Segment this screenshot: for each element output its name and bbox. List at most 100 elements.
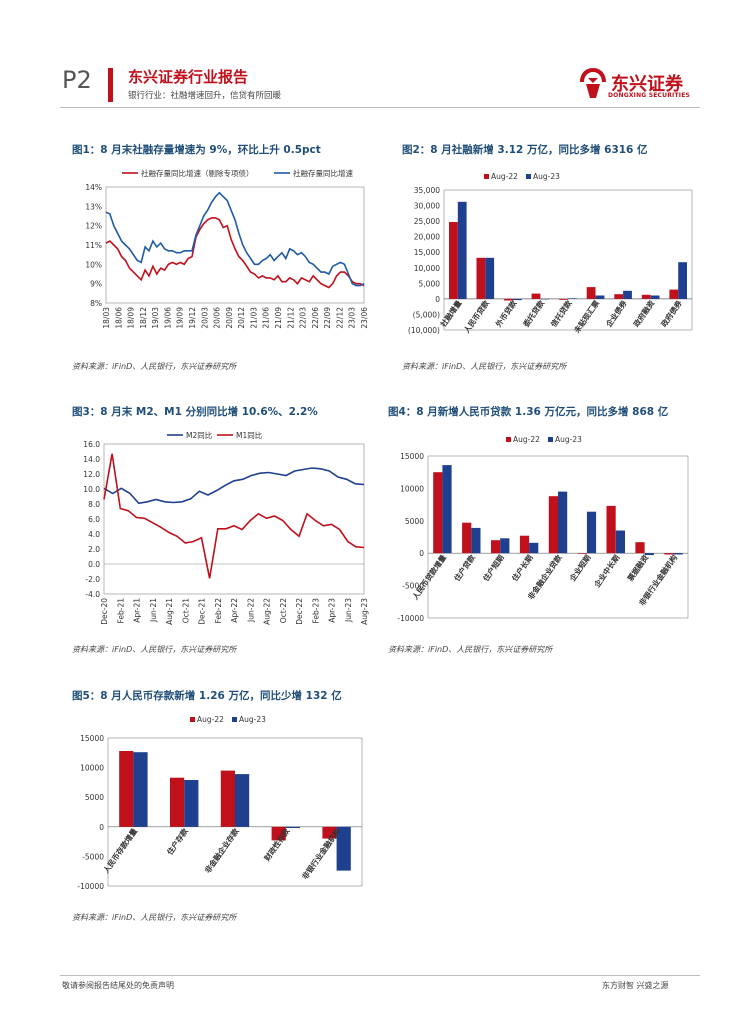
y-tick-label: 15000 bbox=[400, 452, 424, 461]
y-tick-label: 10.0 bbox=[83, 485, 100, 494]
legend-swatch bbox=[506, 437, 511, 442]
legend-swatch bbox=[190, 717, 195, 722]
bar-aug-23 bbox=[678, 262, 687, 299]
x-tick-label: Apr-21 bbox=[133, 598, 142, 623]
category-label: 信托贷款 bbox=[548, 298, 574, 329]
bar-aug-22 bbox=[322, 826, 337, 839]
x-tick-label: Oct-21 bbox=[181, 598, 190, 623]
bar-aug-23 bbox=[623, 290, 632, 299]
legend-label: Aug-23 bbox=[239, 715, 266, 724]
legend-label: 社融存量同比增速（剔除专项债） bbox=[141, 168, 254, 178]
x-tick-label: 22/06 bbox=[311, 307, 320, 329]
bar-aug-22 bbox=[586, 287, 596, 299]
y-tick-label: 10% bbox=[85, 260, 102, 269]
series-line-1 bbox=[103, 467, 365, 505]
x-tick-label: Apr-23 bbox=[328, 598, 337, 623]
bar-aug-22 bbox=[491, 540, 501, 554]
x-tick-label: 19/03 bbox=[151, 307, 160, 329]
x-tick-label: 23/03 bbox=[348, 307, 357, 329]
y-tick-label: 30,000 bbox=[414, 202, 440, 211]
x-tick-label: Apr-22 bbox=[230, 598, 239, 623]
company-logo-english: DONGXING SECURITIES bbox=[608, 92, 691, 99]
x-tick-label: Jun-23 bbox=[344, 598, 353, 623]
x-tick-label: 22/09 bbox=[323, 307, 332, 329]
x-tick-label: Dec-21 bbox=[198, 598, 207, 625]
header-divider bbox=[60, 107, 700, 108]
x-tick-label: Feb-23 bbox=[311, 598, 320, 624]
plot-frame bbox=[427, 455, 689, 619]
y-tick-label: -10000 bbox=[397, 614, 424, 623]
legend-label: M1同比 bbox=[236, 430, 263, 440]
fig3-title: 图3：8 月末 M2、M1 分别同比增 10.6%、2.2% bbox=[72, 406, 318, 418]
fig5-chart: -10000 -5000 0 5000 10000 15000 人民币存款增量 住户存款 非金融… bbox=[72, 712, 372, 892]
bar-aug-23 bbox=[558, 491, 568, 554]
category-label: 委托贷款 bbox=[520, 298, 546, 330]
y-tick-label: 10000 bbox=[80, 764, 104, 773]
company-logo-text: 东兴证券 bbox=[611, 74, 683, 95]
bar-aug-23 bbox=[285, 826, 300, 828]
category-label: 住户存款 bbox=[164, 826, 190, 857]
bar-aug-22 bbox=[664, 553, 674, 555]
bar-aug-22 bbox=[577, 553, 587, 554]
legend-label: Aug-22 bbox=[513, 435, 540, 444]
legend-swatch bbox=[526, 174, 531, 179]
bar-aug-22 bbox=[669, 289, 679, 299]
bar-aug-22 bbox=[462, 522, 472, 554]
y-tick-label: 5000 bbox=[405, 517, 424, 526]
category-label: 非银行业金融机构 bbox=[300, 826, 343, 881]
fig4-source: 资料来源：iFinD、人民银行，东兴证券研究所 bbox=[388, 645, 553, 654]
legend-label: M2同比 bbox=[186, 430, 213, 440]
y-tick-label: 0 bbox=[419, 549, 424, 558]
fig2-title: 图2：8 月社融新增 3.12 万亿，同比多增 6316 亿 bbox=[402, 144, 648, 156]
y-tick-label: 9% bbox=[90, 280, 102, 289]
bar-aug-23 bbox=[235, 774, 250, 827]
x-tick-label: Dec-22 bbox=[295, 598, 304, 625]
series-line-2 bbox=[105, 191, 365, 287]
y-tick-label: 5,000 bbox=[419, 279, 441, 288]
x-tick-label: 19/09 bbox=[176, 307, 185, 329]
category-label: 政府债券 bbox=[658, 298, 684, 329]
y-tick-label: -5000 bbox=[82, 852, 104, 861]
y-tick-label: 8% bbox=[90, 299, 102, 308]
x-tick-label: 23/06 bbox=[360, 307, 369, 329]
y-tick-label: 10,000 bbox=[414, 264, 440, 273]
y-tick-label: -2.0 bbox=[85, 575, 100, 584]
bar-aug-23 bbox=[650, 295, 660, 299]
x-tick-label: 18/09 bbox=[127, 307, 136, 329]
bar-aug-23 bbox=[586, 511, 597, 554]
fig3-chart: -4.0 -2.0 0.0 2.0 4.0 6.0 8.0 10.0 12.0 14.0 16.0 D… bbox=[72, 428, 372, 628]
y-tick-label: (5,000) bbox=[413, 310, 440, 319]
bar-aug-23 bbox=[568, 298, 577, 299]
fig1-source: 资料来源：iFinD、人民银行，东兴证券研究所 bbox=[72, 362, 237, 371]
x-tick-label: 21/06 bbox=[262, 307, 271, 329]
category-label: 企业债券 bbox=[603, 298, 629, 330]
y-tick-label: 25,000 bbox=[414, 217, 440, 226]
bar-aug-23 bbox=[529, 542, 539, 554]
legend-label: Aug-23 bbox=[533, 172, 560, 181]
bar-aug-23 bbox=[336, 826, 351, 871]
page-number: P2 bbox=[62, 66, 92, 94]
y-tick-label: 16.0 bbox=[83, 440, 100, 449]
bar-aug-23 bbox=[133, 752, 148, 827]
footer-divider bbox=[60, 975, 700, 976]
y-tick-label: -5000 bbox=[402, 582, 424, 591]
legend-swatch bbox=[484, 174, 489, 179]
bar-aug-23 bbox=[540, 298, 550, 300]
x-tick-label: 19/12 bbox=[188, 307, 197, 329]
footer-disclaimer: 敬请参阅报告结尾处的免责声明 bbox=[62, 981, 174, 990]
x-tick-label: 22/03 bbox=[299, 307, 308, 329]
y-tick-label: 35,000 bbox=[414, 186, 440, 195]
footer-slogan: 东方财智 兴盛之源 bbox=[602, 981, 669, 990]
series-line-2 bbox=[103, 453, 365, 579]
y-tick-label: 0 bbox=[99, 823, 104, 832]
header-accent-bar bbox=[108, 68, 113, 102]
bar-aug-22 bbox=[519, 535, 530, 554]
x-tick-label: Feb-22 bbox=[214, 598, 223, 624]
legend-label: 社融存量同比增速 bbox=[293, 168, 353, 178]
category-label: 非金融企业存款 bbox=[202, 826, 241, 875]
x-tick-label: 20/03 bbox=[200, 307, 209, 329]
y-tick-label: 6.0 bbox=[88, 515, 100, 524]
y-tick-label: 12.0 bbox=[83, 470, 100, 479]
bar-aug-22 bbox=[614, 294, 624, 299]
category-label: 社融增量 bbox=[437, 298, 463, 330]
